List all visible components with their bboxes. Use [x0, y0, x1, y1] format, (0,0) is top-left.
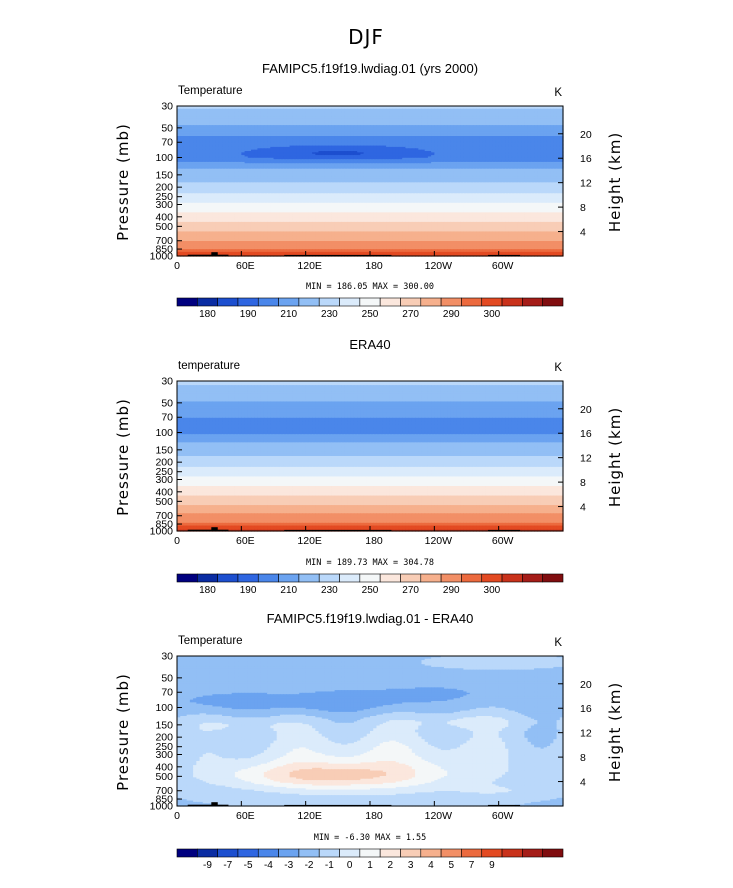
units-label: K — [554, 87, 562, 99]
panel-model: FAMIPC5.f19f19.lwdiag.01 (yrs 2000) Temp… — [114, 61, 624, 320]
figure-title: DJF — [348, 25, 384, 49]
variable-label: Temperature — [178, 85, 243, 97]
panel-title: FAMIPC5.f19f19.lwdiag.01 (yrs 2000) — [262, 61, 478, 76]
field-cells — [177, 106, 564, 257]
figure: DJF FAMIPC5.f19f19.lwdiag.01 (yrs 2000) … — [0, 0, 733, 888]
